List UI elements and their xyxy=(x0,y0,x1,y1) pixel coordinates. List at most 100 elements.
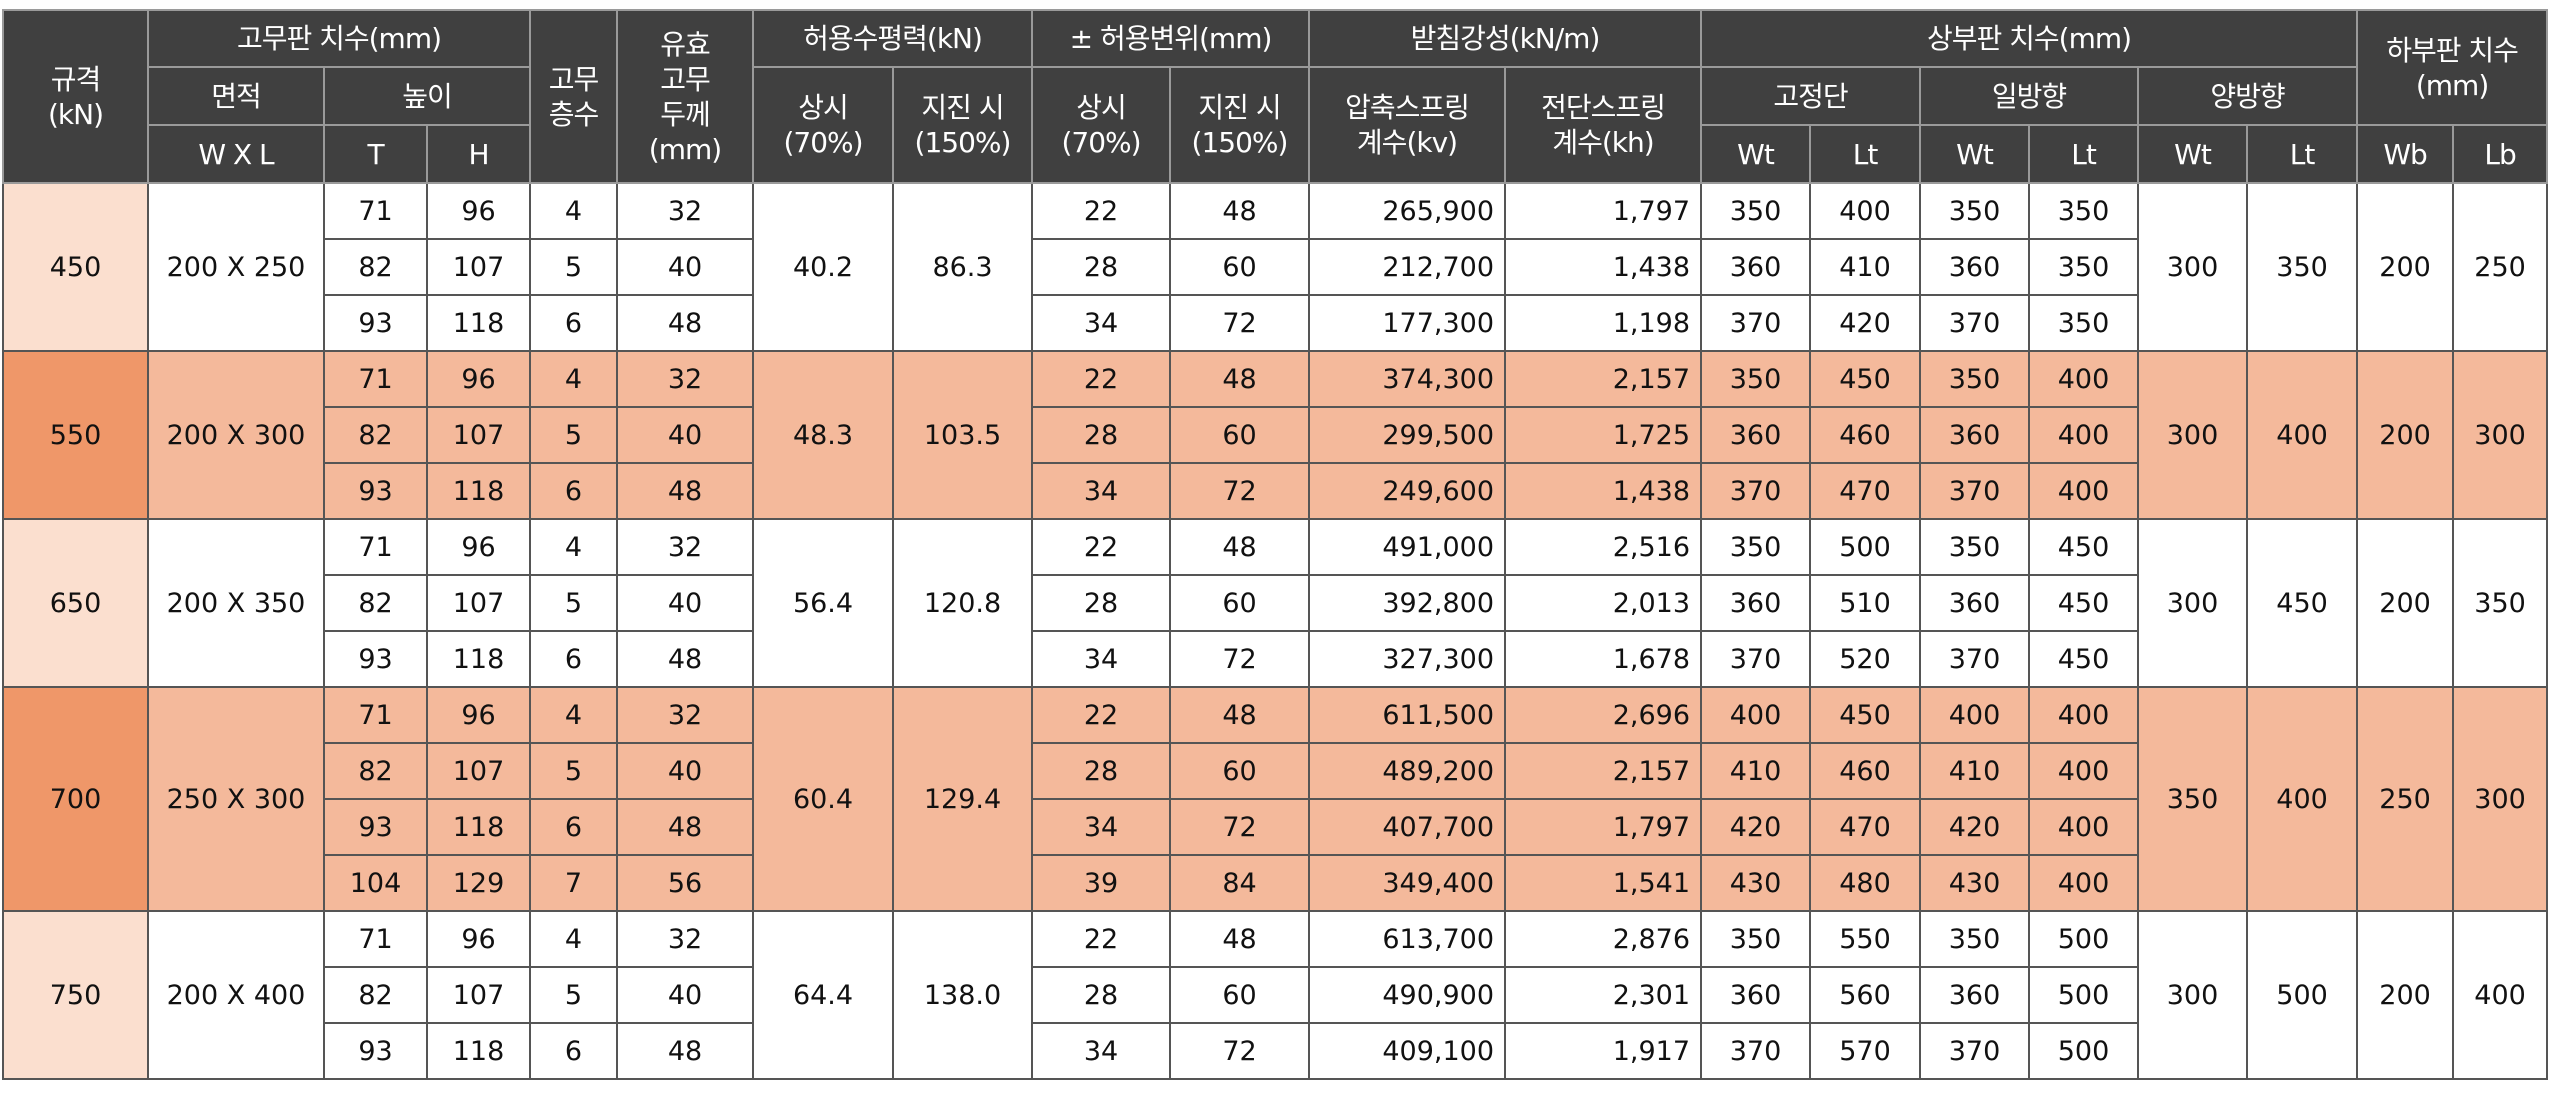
fixed-lt-cell: 470 xyxy=(1809,462,1922,520)
disp-normal-cell: 34 xyxy=(1031,462,1171,520)
kh-cell: 1,541 xyxy=(1503,854,1703,912)
fixed-wt-cell: 420 xyxy=(1700,798,1812,856)
disp-quake-cell: 60 xyxy=(1169,574,1310,632)
oneway-lt-cell: 450 xyxy=(2028,630,2140,688)
kv-cell: 349,400 xyxy=(1308,854,1506,912)
force-quake-cell: 103.5 xyxy=(892,350,1033,520)
header-fixed-lt: Lt xyxy=(1809,124,1922,184)
wb-cell: 200 xyxy=(2356,182,2455,352)
kh-cell: 1,438 xyxy=(1503,238,1703,296)
h-cell: 118 xyxy=(426,462,531,520)
hdn-1: 상시 xyxy=(1076,91,1127,124)
kv-cell: 489,200 xyxy=(1308,742,1506,800)
kv-cell: 407,700 xyxy=(1308,798,1506,856)
hdq-1: 지진 시 xyxy=(1198,91,1281,124)
force-normal-cell: 40.2 xyxy=(752,182,894,352)
t-cell: 82 xyxy=(323,742,428,800)
layers-cell: 6 xyxy=(529,462,618,520)
kv-cell: 249,600 xyxy=(1308,462,1506,520)
effective-thickness-cell: 40 xyxy=(616,238,754,296)
fixed-lt-cell: 410 xyxy=(1809,238,1922,296)
effective-thickness-cell: 32 xyxy=(616,182,754,240)
spec-cell: 750 xyxy=(2,910,149,1080)
table-row: 93 118 6 48 34 72 177,300 1,198 370 420 370 350 xyxy=(3,294,2547,352)
fixed-lt-cell: 460 xyxy=(1809,406,1922,464)
oneway-lt-cell: 350 xyxy=(2028,294,2140,352)
fixed-lt-cell: 520 xyxy=(1809,630,1922,688)
disp-normal-cell: 34 xyxy=(1031,630,1171,688)
effective-thickness-cell: 40 xyxy=(616,406,754,464)
oneway-wt-cell: 350 xyxy=(1919,518,2031,576)
t-cell: 71 xyxy=(323,182,428,240)
oneway-wt-cell: 350 xyxy=(1919,182,2031,240)
kh-cell: 2,157 xyxy=(1503,742,1703,800)
kv-cell: 265,900 xyxy=(1308,182,1506,240)
header-h: H xyxy=(426,124,531,184)
layers-cell: 6 xyxy=(529,798,618,856)
disp-normal-cell: 34 xyxy=(1031,294,1171,352)
table-row: 450 200 X 250 71 96 4 32 40.2 86.3 22 48 265,900 1,… xyxy=(2,182,2549,352)
header-disp-normal: 상시 (70%) xyxy=(1031,66,1171,184)
t-cell: 82 xyxy=(323,574,428,632)
oneway-lt-cell: 500 xyxy=(2028,1022,2140,1080)
fixed-wt-cell: 370 xyxy=(1700,630,1812,688)
fixed-wt-cell: 410 xyxy=(1700,742,1812,800)
disp-quake-cell: 60 xyxy=(1169,742,1310,800)
fixed-lt-cell: 450 xyxy=(1809,350,1922,408)
twoway-lt-cell: 500 xyxy=(2246,910,2359,1080)
disp-normal-cell: 22 xyxy=(1031,182,1171,240)
effective-thickness-cell: 48 xyxy=(616,462,754,520)
header-eff-4: (mm) xyxy=(648,132,722,166)
layers-cell: 6 xyxy=(529,294,618,352)
effective-thickness-cell: 48 xyxy=(616,630,754,688)
twoway-wt-cell: 300 xyxy=(2137,182,2249,352)
kh-cell: 1,917 xyxy=(1503,1022,1703,1080)
hfn-1: 상시 xyxy=(798,91,849,124)
twoway-lt-cell: 450 xyxy=(2246,518,2359,688)
disp-quake-cell: 48 xyxy=(1169,686,1310,744)
header-kh: 전단스프링 계수(kh) xyxy=(1503,66,1703,184)
disp-quake-cell: 72 xyxy=(1169,630,1310,688)
kv-cell: 177,300 xyxy=(1308,294,1506,352)
disp-normal-cell: 34 xyxy=(1031,1022,1171,1080)
lb-cell: 250 xyxy=(2452,182,2549,352)
header-layers: 고무 층수 xyxy=(529,9,618,184)
kv-cell: 392,800 xyxy=(1308,574,1506,632)
oneway-lt-cell: 400 xyxy=(2028,406,2140,464)
force-quake-cell: 129.4 xyxy=(892,686,1033,912)
oneway-wt-cell: 370 xyxy=(1919,1022,2031,1080)
twoway-wt-cell: 300 xyxy=(2137,518,2249,688)
layers-cell: 6 xyxy=(529,1022,618,1080)
header-fixed-wt: Wt xyxy=(1700,124,1812,184)
effective-thickness-cell: 40 xyxy=(616,742,754,800)
table-row: 700 250 X 300 71 96 4 32 60.4 129.4 22 48 611,500 2… xyxy=(2,686,2549,912)
fixed-wt-cell: 370 xyxy=(1700,1022,1812,1080)
fixed-lt-cell: 400 xyxy=(1809,182,1922,240)
spec-cell: 650 xyxy=(2,518,149,688)
disp-quake-cell: 60 xyxy=(1169,966,1310,1024)
header-eff-1: 유효 xyxy=(660,27,711,61)
oneway-lt-cell: 400 xyxy=(2028,462,2140,520)
layers-cell: 6 xyxy=(529,630,618,688)
layers-cell: 7 xyxy=(529,854,618,912)
disp-quake-cell: 48 xyxy=(1169,350,1310,408)
table-row: 104 129 7 56 39 84 349,400 1,541 430 480 430 400 xyxy=(3,854,2547,912)
oneway-lt-cell: 400 xyxy=(2028,686,2140,744)
spec-cell: 700 xyxy=(2,686,149,912)
table-row: 93 118 6 48 34 72 409,100 1,917 370 570 370 500 xyxy=(3,1022,2547,1080)
t-cell: 93 xyxy=(323,294,428,352)
h-cell: 96 xyxy=(426,518,531,576)
hkv-2: 계수(kv) xyxy=(1356,126,1458,159)
header-wb: Wb xyxy=(2356,124,2455,184)
t-cell: 71 xyxy=(323,910,428,968)
fixed-lt-cell: 470 xyxy=(1809,798,1922,856)
effective-thickness-cell: 40 xyxy=(616,574,754,632)
kh-cell: 2,013 xyxy=(1503,574,1703,632)
effective-thickness-cell: 32 xyxy=(616,910,754,968)
oneway-wt-cell: 370 xyxy=(1919,294,2031,352)
area-cell: 200 X 250 xyxy=(147,182,325,352)
spec-cell: 450 xyxy=(2,182,149,352)
lb-cell: 400 xyxy=(2452,910,2549,1080)
oneway-wt-cell: 420 xyxy=(1919,798,2031,856)
header-spec: 규격 (kN) xyxy=(2,9,149,184)
